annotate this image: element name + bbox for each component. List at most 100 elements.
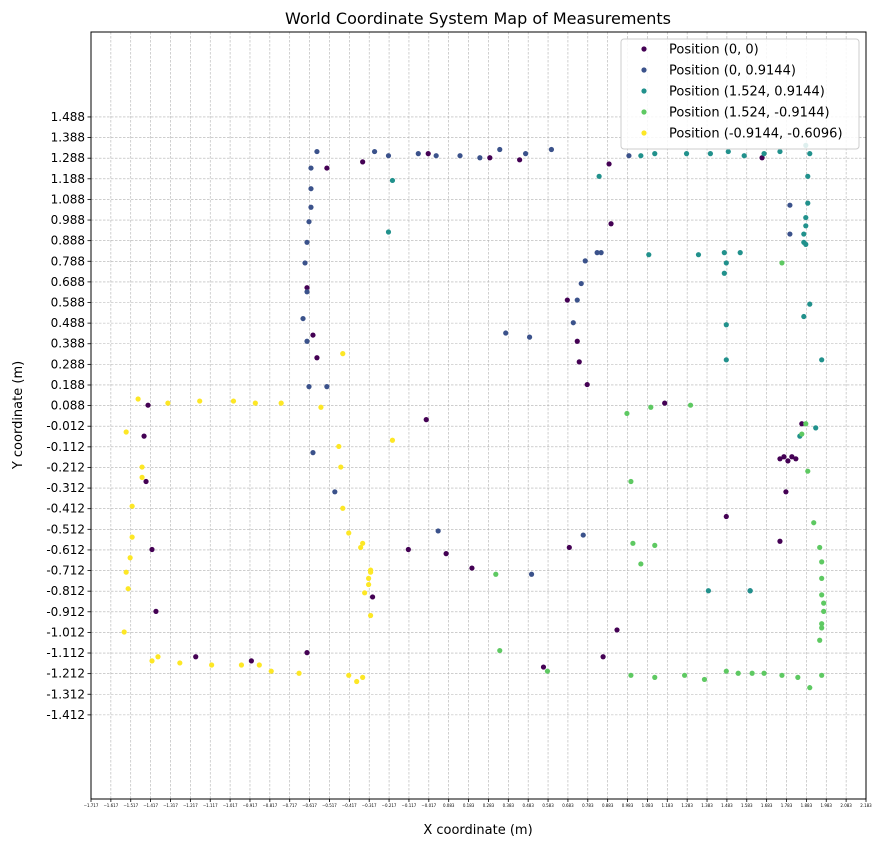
data-point — [443, 551, 449, 557]
data-point — [707, 151, 714, 157]
data-point — [648, 404, 654, 410]
data-point — [209, 662, 215, 668]
data-point — [433, 153, 439, 159]
x-tick-label: 1.783 — [781, 803, 793, 808]
data-point — [807, 151, 813, 157]
data-point — [578, 280, 584, 287]
legend-marker — [641, 130, 647, 136]
data-point — [725, 148, 731, 155]
data-point — [256, 662, 262, 668]
x-tick-label: 0.383 — [503, 803, 515, 808]
x-tick-label: 0.683 — [562, 803, 574, 808]
data-point — [308, 186, 314, 192]
y-tick-label: 0.488 — [51, 316, 85, 330]
data-point — [141, 433, 147, 439]
plot-frame — [90, 31, 867, 800]
data-point — [129, 503, 135, 509]
data-point — [811, 520, 817, 526]
data-point — [721, 270, 727, 276]
data-point — [681, 672, 688, 678]
data-point — [304, 285, 310, 291]
data-point — [129, 534, 135, 540]
data-point — [346, 530, 352, 536]
data-point — [683, 151, 690, 157]
x-tick-label: −0.917 — [243, 803, 258, 808]
data-point — [723, 322, 729, 328]
data-point — [522, 151, 529, 157]
data-point — [139, 474, 145, 480]
data-point — [737, 250, 743, 256]
data-point — [819, 559, 825, 565]
data-point — [435, 528, 441, 534]
data-point — [805, 173, 811, 179]
data-point — [582, 258, 588, 264]
y-tick-label: 0.388 — [51, 337, 85, 351]
data-point — [300, 315, 306, 322]
data-point — [332, 489, 338, 495]
series-5 — [121, 351, 396, 685]
data-point — [415, 151, 421, 157]
series-3 — [385, 142, 825, 594]
data-point — [314, 148, 320, 155]
data-point — [777, 456, 783, 462]
legend-marker — [641, 88, 647, 94]
data-point — [574, 297, 580, 303]
data-point — [340, 351, 346, 357]
data-point — [127, 555, 133, 561]
data-point — [324, 384, 330, 390]
data-point — [153, 608, 159, 614]
y-tick-label: -0.612 — [46, 543, 85, 557]
y-tick-label: -0.912 — [46, 605, 85, 619]
x-tick-label: −0.117 — [402, 803, 417, 808]
data-point — [366, 581, 372, 588]
data-point — [268, 668, 274, 674]
data-point — [646, 252, 652, 258]
data-point — [497, 647, 503, 654]
data-point — [723, 668, 729, 674]
data-point — [493, 571, 499, 577]
data-point — [787, 202, 793, 208]
data-point — [405, 546, 411, 553]
data-point — [149, 546, 155, 553]
y-tick-label: -0.012 — [46, 419, 85, 433]
data-point — [781, 454, 787, 460]
x-tick-label: 2.083 — [840, 803, 852, 808]
data-point — [143, 478, 149, 485]
data-point — [340, 505, 346, 511]
x-tick-label: −0.817 — [262, 803, 277, 808]
data-point — [803, 214, 809, 221]
data-point — [318, 404, 324, 410]
y-tick-label: -0.712 — [46, 564, 85, 578]
data-point — [817, 544, 823, 551]
x-tick-label: 1.983 — [821, 803, 833, 808]
data-point — [779, 260, 785, 266]
y-tick-label: 0.088 — [51, 399, 85, 413]
legend-label: Position (0, 0) — [669, 43, 759, 58]
data-point — [687, 402, 694, 408]
data-point — [584, 381, 590, 388]
data-point — [155, 654, 161, 660]
y-tick-label: -1.412 — [46, 708, 85, 722]
data-point — [314, 355, 320, 361]
x-tick-label: −0.017 — [421, 803, 436, 808]
data-point — [819, 621, 825, 627]
data-point — [304, 338, 310, 344]
y-tick-label: -1.312 — [46, 687, 85, 701]
data-point — [248, 658, 254, 664]
x-tick-label: 1.883 — [801, 803, 813, 808]
x-tick-label: −1.017 — [223, 803, 238, 808]
series-1 — [141, 151, 805, 670]
x-tick-label: 1.683 — [761, 803, 773, 808]
x-tick-label: −0.717 — [282, 803, 297, 808]
x-tick-label: −0.517 — [322, 803, 337, 808]
data-point — [308, 204, 314, 210]
x-tick-label: 1.183 — [662, 803, 674, 808]
data-point — [600, 654, 606, 660]
data-point — [805, 468, 811, 474]
y-tick-label: -0.112 — [46, 440, 85, 454]
data-point — [723, 357, 729, 363]
data-point — [306, 384, 312, 390]
data-point — [789, 454, 795, 460]
data-point — [540, 664, 547, 670]
data-point — [487, 155, 493, 161]
